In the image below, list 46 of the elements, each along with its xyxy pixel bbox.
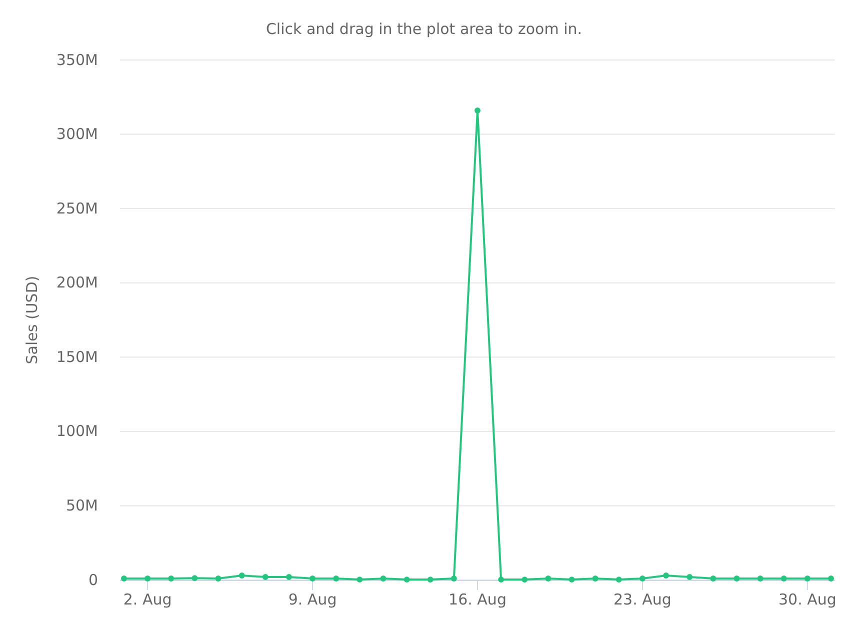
point <box>474 108 480 114</box>
point <box>804 576 810 582</box>
point <box>333 576 340 582</box>
point <box>828 576 834 582</box>
y-tick-label: 50M <box>66 496 98 515</box>
point <box>215 576 222 582</box>
point <box>498 576 504 583</box>
point <box>286 574 292 580</box>
point <box>427 576 434 583</box>
x-tick-label: 16. Aug <box>448 590 506 609</box>
x-tick-label: 2. Aug <box>123 590 172 609</box>
x-tick-label: 9. Aug <box>288 590 337 609</box>
y-axis-title: Sales (USD) <box>23 276 41 364</box>
point <box>380 576 386 582</box>
point <box>356 576 363 583</box>
point <box>757 576 764 582</box>
point <box>734 576 740 582</box>
point <box>310 576 316 582</box>
point <box>568 576 575 583</box>
point <box>592 576 598 582</box>
x-tick-label: 30. Aug <box>778 590 836 609</box>
point <box>144 576 151 582</box>
point <box>663 572 670 579</box>
y-tick-label: 100M <box>56 422 98 440</box>
y-tick-label: 350M <box>56 50 98 69</box>
y-tick-label: 300M <box>56 125 98 144</box>
point <box>262 574 268 580</box>
point <box>238 572 245 579</box>
point <box>545 576 552 582</box>
y-tick-label: 250M <box>56 199 98 218</box>
point <box>639 576 646 582</box>
point <box>686 574 693 580</box>
point <box>404 576 410 583</box>
y-tick-label: 150M <box>56 348 98 366</box>
x-tick-label: 23. Aug <box>614 590 672 609</box>
point <box>616 576 622 583</box>
point <box>710 576 716 582</box>
y-tick-label: 0 <box>88 570 98 589</box>
point <box>522 576 528 583</box>
point <box>780 576 787 582</box>
point <box>192 575 198 582</box>
point <box>168 576 174 582</box>
point <box>450 576 457 582</box>
y-tick-label: 200M <box>56 274 98 292</box>
chart-subtitle: Click and drag in the plot area to zoom in. <box>266 20 582 38</box>
point <box>121 576 127 582</box>
